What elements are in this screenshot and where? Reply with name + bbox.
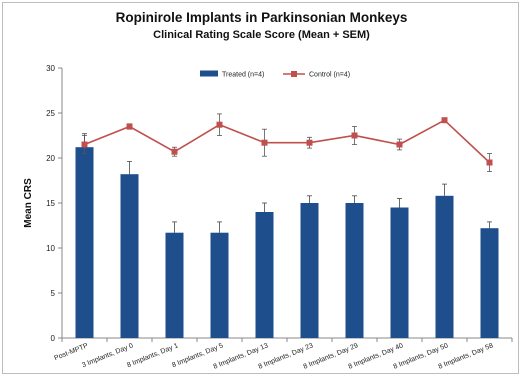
bar-treated xyxy=(480,228,499,338)
y-tick-label: 10 xyxy=(46,244,55,253)
chart-frame xyxy=(2,2,519,374)
y-tick-label: 15 xyxy=(46,199,55,208)
y-axis-title: Mean CRS xyxy=(23,178,34,228)
point-control xyxy=(306,139,313,146)
y-tick-label: 5 xyxy=(51,289,56,298)
legend-label-control: Control (n=4) xyxy=(309,72,350,79)
bar-treated xyxy=(300,203,319,338)
point-control xyxy=(261,139,268,146)
bar-treated xyxy=(75,147,94,338)
y-tick-label: 30 xyxy=(46,64,55,73)
series-line-control xyxy=(84,119,491,164)
point-control xyxy=(216,121,223,128)
bar-treated xyxy=(120,174,139,338)
bar-treated xyxy=(165,232,184,338)
legend-label-treated: Treated (n=4) xyxy=(222,72,264,79)
bar-treated xyxy=(255,212,274,338)
bar-treated xyxy=(390,207,409,338)
bar-treated xyxy=(345,203,364,338)
y-tick-label: 20 xyxy=(46,154,55,163)
x-tick-label: Post-MPTP xyxy=(53,342,89,362)
chart-subtitle: Clinical Rating Scale Score (Mean + SEM) xyxy=(153,29,370,41)
legend-swatch-treated xyxy=(200,70,218,77)
legend-marker-control xyxy=(291,71,297,77)
point-control xyxy=(351,132,358,139)
point-control xyxy=(486,159,493,166)
point-control xyxy=(81,141,88,148)
y-tick-label: 25 xyxy=(46,109,55,118)
bar-treated xyxy=(435,195,454,338)
chart-title: Ropinirole Implants in Parkinsonian Monk… xyxy=(115,10,408,25)
point-control xyxy=(441,117,448,124)
point-control xyxy=(396,141,403,148)
point-control xyxy=(126,123,133,130)
y-tick-label: 0 xyxy=(51,334,56,343)
point-control xyxy=(171,148,178,155)
bar-treated xyxy=(210,232,229,338)
